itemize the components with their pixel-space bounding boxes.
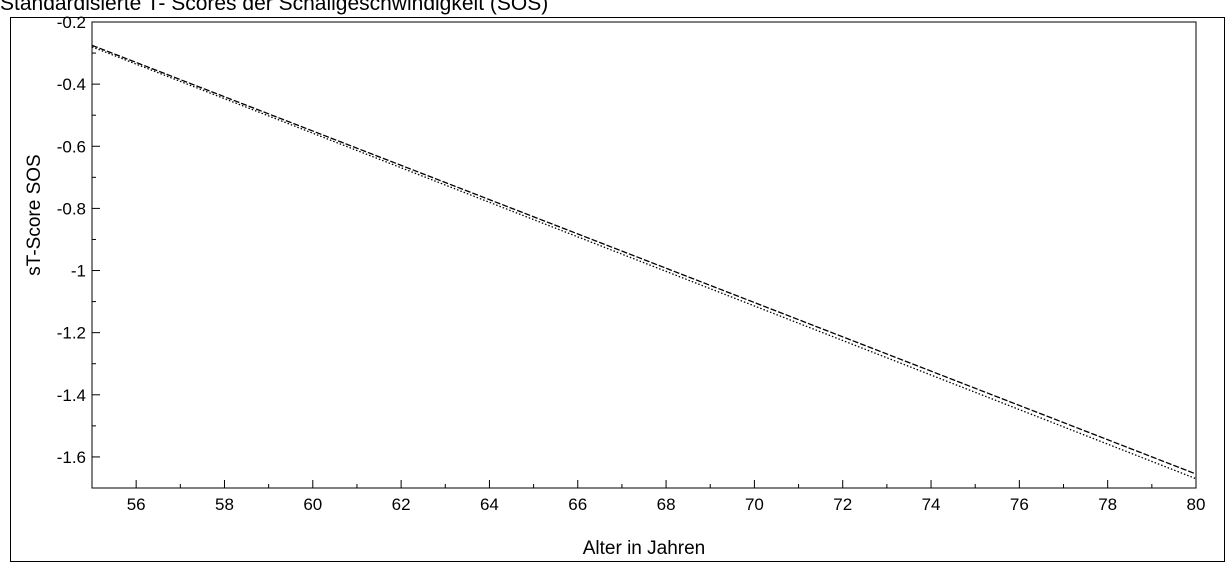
y-axis-label: sT-Score SOS: [24, 154, 45, 275]
x-tick-label: 72: [833, 495, 852, 514]
x-axis: 56 58 60 62 64 66 68 70 72 74 76 78 80: [91, 480, 1206, 514]
x-tick-label: 62: [392, 495, 411, 514]
x-tick-label: 78: [1098, 495, 1117, 514]
x-tick-label: 58: [215, 495, 234, 514]
x-tick-label: 76: [1010, 495, 1029, 514]
x-tick-label: 56: [127, 495, 146, 514]
series-line-1: [91, 44, 1197, 475]
y-tick-label: -1: [71, 262, 86, 281]
x-tick-label: 70: [745, 495, 764, 514]
plot-area: [91, 21, 1197, 489]
y-tick-label: -1.6: [57, 448, 86, 467]
x-axis-label: Alter in Jahren: [583, 538, 706, 559]
x-tick-label: 68: [657, 495, 676, 514]
x-tick-label: 64: [480, 495, 499, 514]
y-tick-label: -0.8: [57, 199, 86, 218]
x-tick-label: 80: [1187, 495, 1206, 514]
x-tick-label: 74: [922, 495, 941, 514]
y-tick-label: -0.2: [57, 13, 86, 32]
x-tick-label: 66: [568, 495, 587, 514]
chart-frame: [10, 17, 1225, 562]
y-tick-label: -1.2: [57, 324, 86, 343]
y-axis: -0.2 -0.4 -0.6 -0.8 -1 -1.2 -1.4 -1.6: [57, 13, 100, 489]
y-tick-label: -0.4: [57, 75, 86, 94]
x-tick-label: 60: [303, 495, 322, 514]
chart-title: Standardisierte T- Scores der Schallgesc…: [0, 0, 549, 15]
series-line-2: [91, 46, 1197, 480]
y-tick-label: -0.6: [57, 137, 86, 156]
y-tick-label: -1.4: [57, 386, 86, 405]
series-layer: [91, 44, 1197, 480]
